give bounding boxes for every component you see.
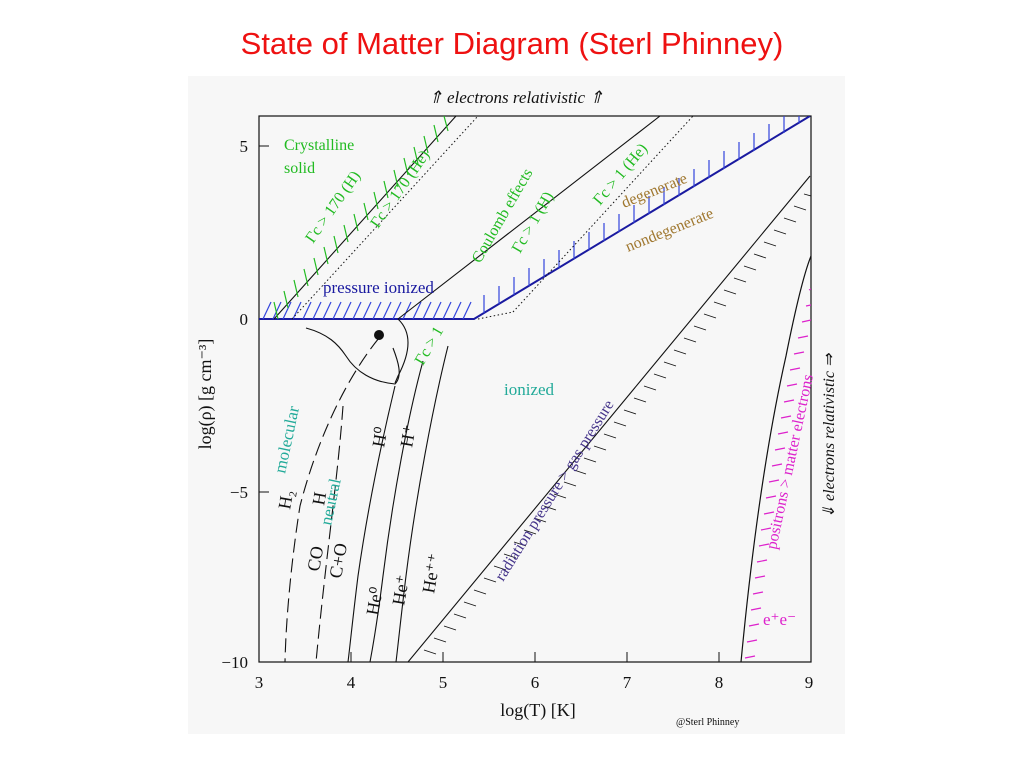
radiation-pressure-label: radiation pressure > gas pressure [492,397,618,584]
y-tick-label: −10 [221,653,248,672]
gamma-1-curve [394,318,409,384]
heplusplus-label: He⁺⁺ [418,552,445,595]
x-tick-label: 7 [623,673,632,692]
nondegenerate-label: nondegenerate [623,205,716,256]
top-electrons-relativistic-label: ⇑ electrons relativistic ⇑ [429,88,604,107]
pair-production-hatch [744,288,811,659]
gamma-1-label: Γc > 1 [412,324,447,368]
ionized-label: ionized [504,380,555,399]
pressure-ionized-boundary [259,116,811,320]
h0-curve [347,385,396,662]
h-label: H [308,490,330,506]
x-axis-label: log(T) [K] [500,700,575,721]
pair-production-curve [740,255,811,662]
y-tick-label: −5 [230,483,248,502]
pressure-ionized-hatch [262,301,472,320]
crystalline-hatch [273,116,449,320]
diagram-figure: ⇑ electrons relativistic ⇑ 3 4 5 6 7 8 9… [188,76,845,734]
x-tick-label: 3 [255,673,264,692]
pressure-ionized-label: pressure ionized [323,278,434,297]
gamma-170-h-line [273,116,457,320]
y-tick-labels: 5 0 −5 −10 [221,137,248,672]
degenerate-hatch [483,116,800,313]
x-tick-label: 9 [805,673,814,692]
x-tick-label: 5 [439,673,448,692]
co-dissociation-curve [315,405,344,662]
h0-label: H⁰ [368,425,391,448]
positrons-label: positrons > matter electrons [763,373,817,551]
radiation-pressure-hatch [414,193,811,662]
gamma-170-h-label: Γc > 170 (H) [302,168,364,246]
gamma-1-he-line [512,116,694,313]
right-electrons-relativistic-label: ⇓ electrons relativistic ⇒ [821,353,838,518]
y-tick-label: 5 [240,137,249,156]
solid-label: solid [284,160,315,177]
pair-electrons-label: e⁺e⁻ [763,610,796,629]
gamma-170-he-label: Γc > 170 (He) [367,147,433,231]
state-of-matter-diagram: ⇑ electrons relativistic ⇑ 3 4 5 6 7 8 9… [195,88,838,728]
he-plus-curve [395,345,449,662]
molecular-label: molecular [270,404,303,475]
critical-point-dot [374,330,384,340]
he0-label: He⁰ [362,585,387,616]
h2-label: H₂ [274,488,297,510]
x-tick-label: 6 [531,673,540,692]
credit-label: @Sterl Phinney [676,717,739,728]
gamma-1-h-line [397,116,661,320]
x-tick-label: 8 [715,673,724,692]
hplus-curve [369,360,424,662]
y-tick-label: 0 [240,310,249,329]
heplus-label: He⁺ [388,573,413,607]
y-axis-label: log(ρ) [g cm⁻³] [195,339,216,450]
molecular-dome [305,327,400,385]
radiation-pressure-line [407,175,811,662]
hplus-label: H⁺ [396,423,420,449]
co-label: CO [303,545,327,573]
h2-h-dissociation-curve [284,337,380,662]
slide-title: State of Matter Diagram (Sterl Phinney) [240,26,784,61]
gamma-170-he-line [291,116,479,320]
x-tick-label: 4 [347,673,356,692]
c-plus-o-label: C+O [325,542,351,580]
x-tick-labels: 3 4 5 6 7 8 9 [255,673,814,692]
crystalline-label: Crystalline [284,137,354,154]
